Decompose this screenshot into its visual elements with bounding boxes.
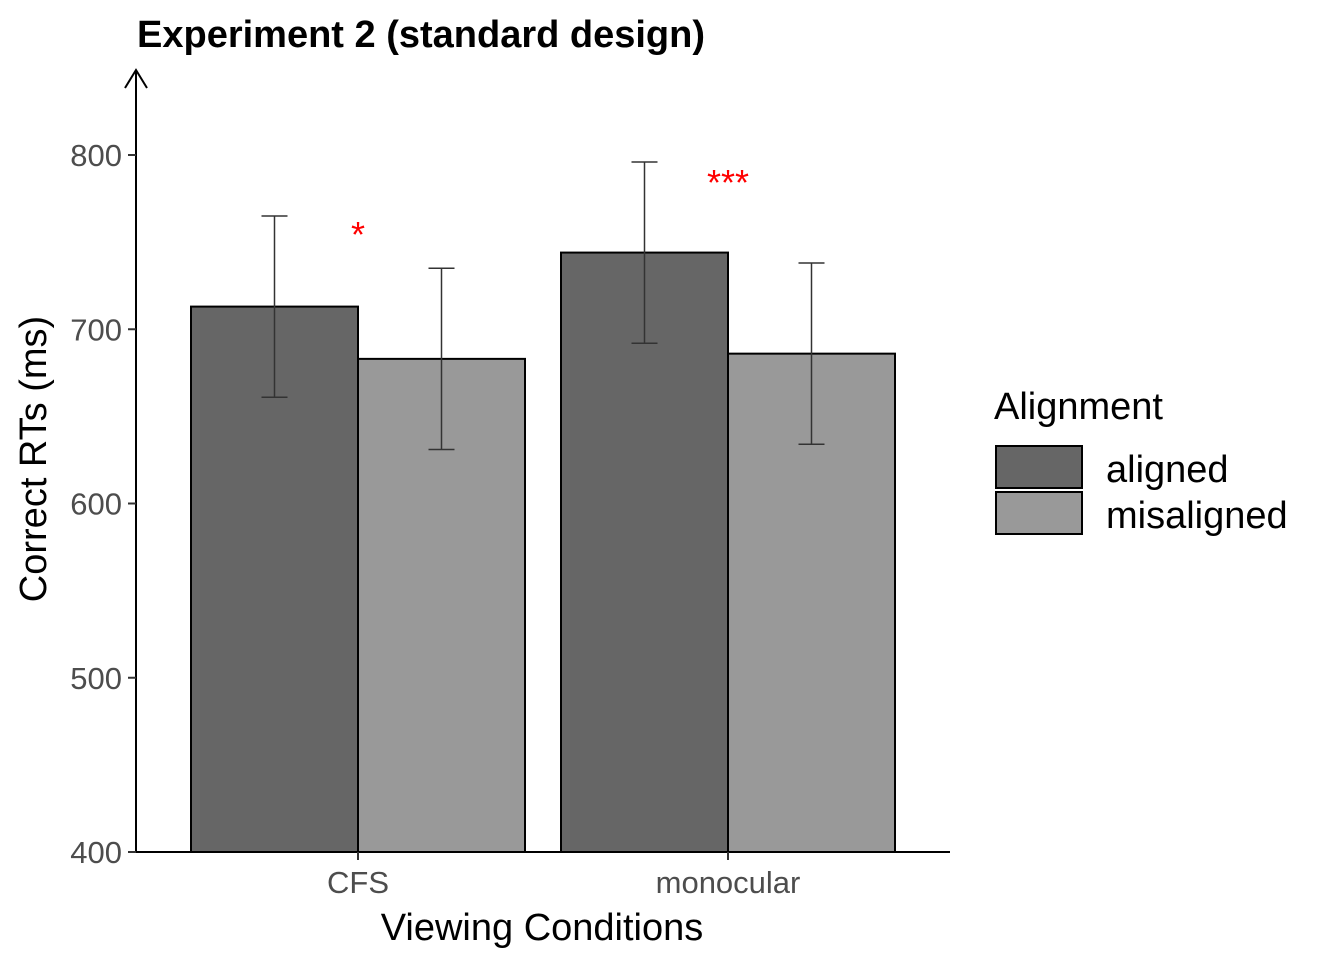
y-tick-label: 500 [70,661,122,696]
chart-title: Experiment 2 (standard design) [137,14,705,56]
error-bar [798,262,825,446]
y-tick-label: 700 [70,312,122,347]
legend-item-misaligned: misaligned [995,491,1288,537]
annotations-layer: **** [351,162,749,255]
error-bar [261,215,288,398]
legend-swatch [995,491,1083,535]
y-tick-label: 800 [70,138,122,173]
legend-item-aligned: aligned [995,445,1229,491]
x-tick-label: CFS [327,865,389,900]
y-axis [124,68,148,852]
x-axis-title: Viewing Conditions [381,907,704,949]
legend-label: misaligned [1106,495,1288,537]
y-ticks: 400 500 600 700 800 [70,138,136,870]
error-bar [428,267,455,451]
significance-marker: *** [707,162,749,203]
errorbars-layer [261,161,825,451]
y-tick-label: 400 [70,835,122,870]
y-tick-label: 600 [70,487,122,522]
y-axis-title: Correct RTs (ms) [13,316,55,602]
significance-marker: * [351,214,365,255]
x-tick-label: monocular [656,865,801,900]
bars-layer [190,251,896,854]
bar-aligned-monocular [560,251,729,853]
y-axis-arrow [124,68,148,89]
legend-swatch [995,445,1083,489]
legend-title: Alignment [994,386,1163,428]
x-ticks: CFS monocular [327,852,800,900]
error-bar [631,161,658,344]
legend-label: aligned [1106,449,1229,491]
